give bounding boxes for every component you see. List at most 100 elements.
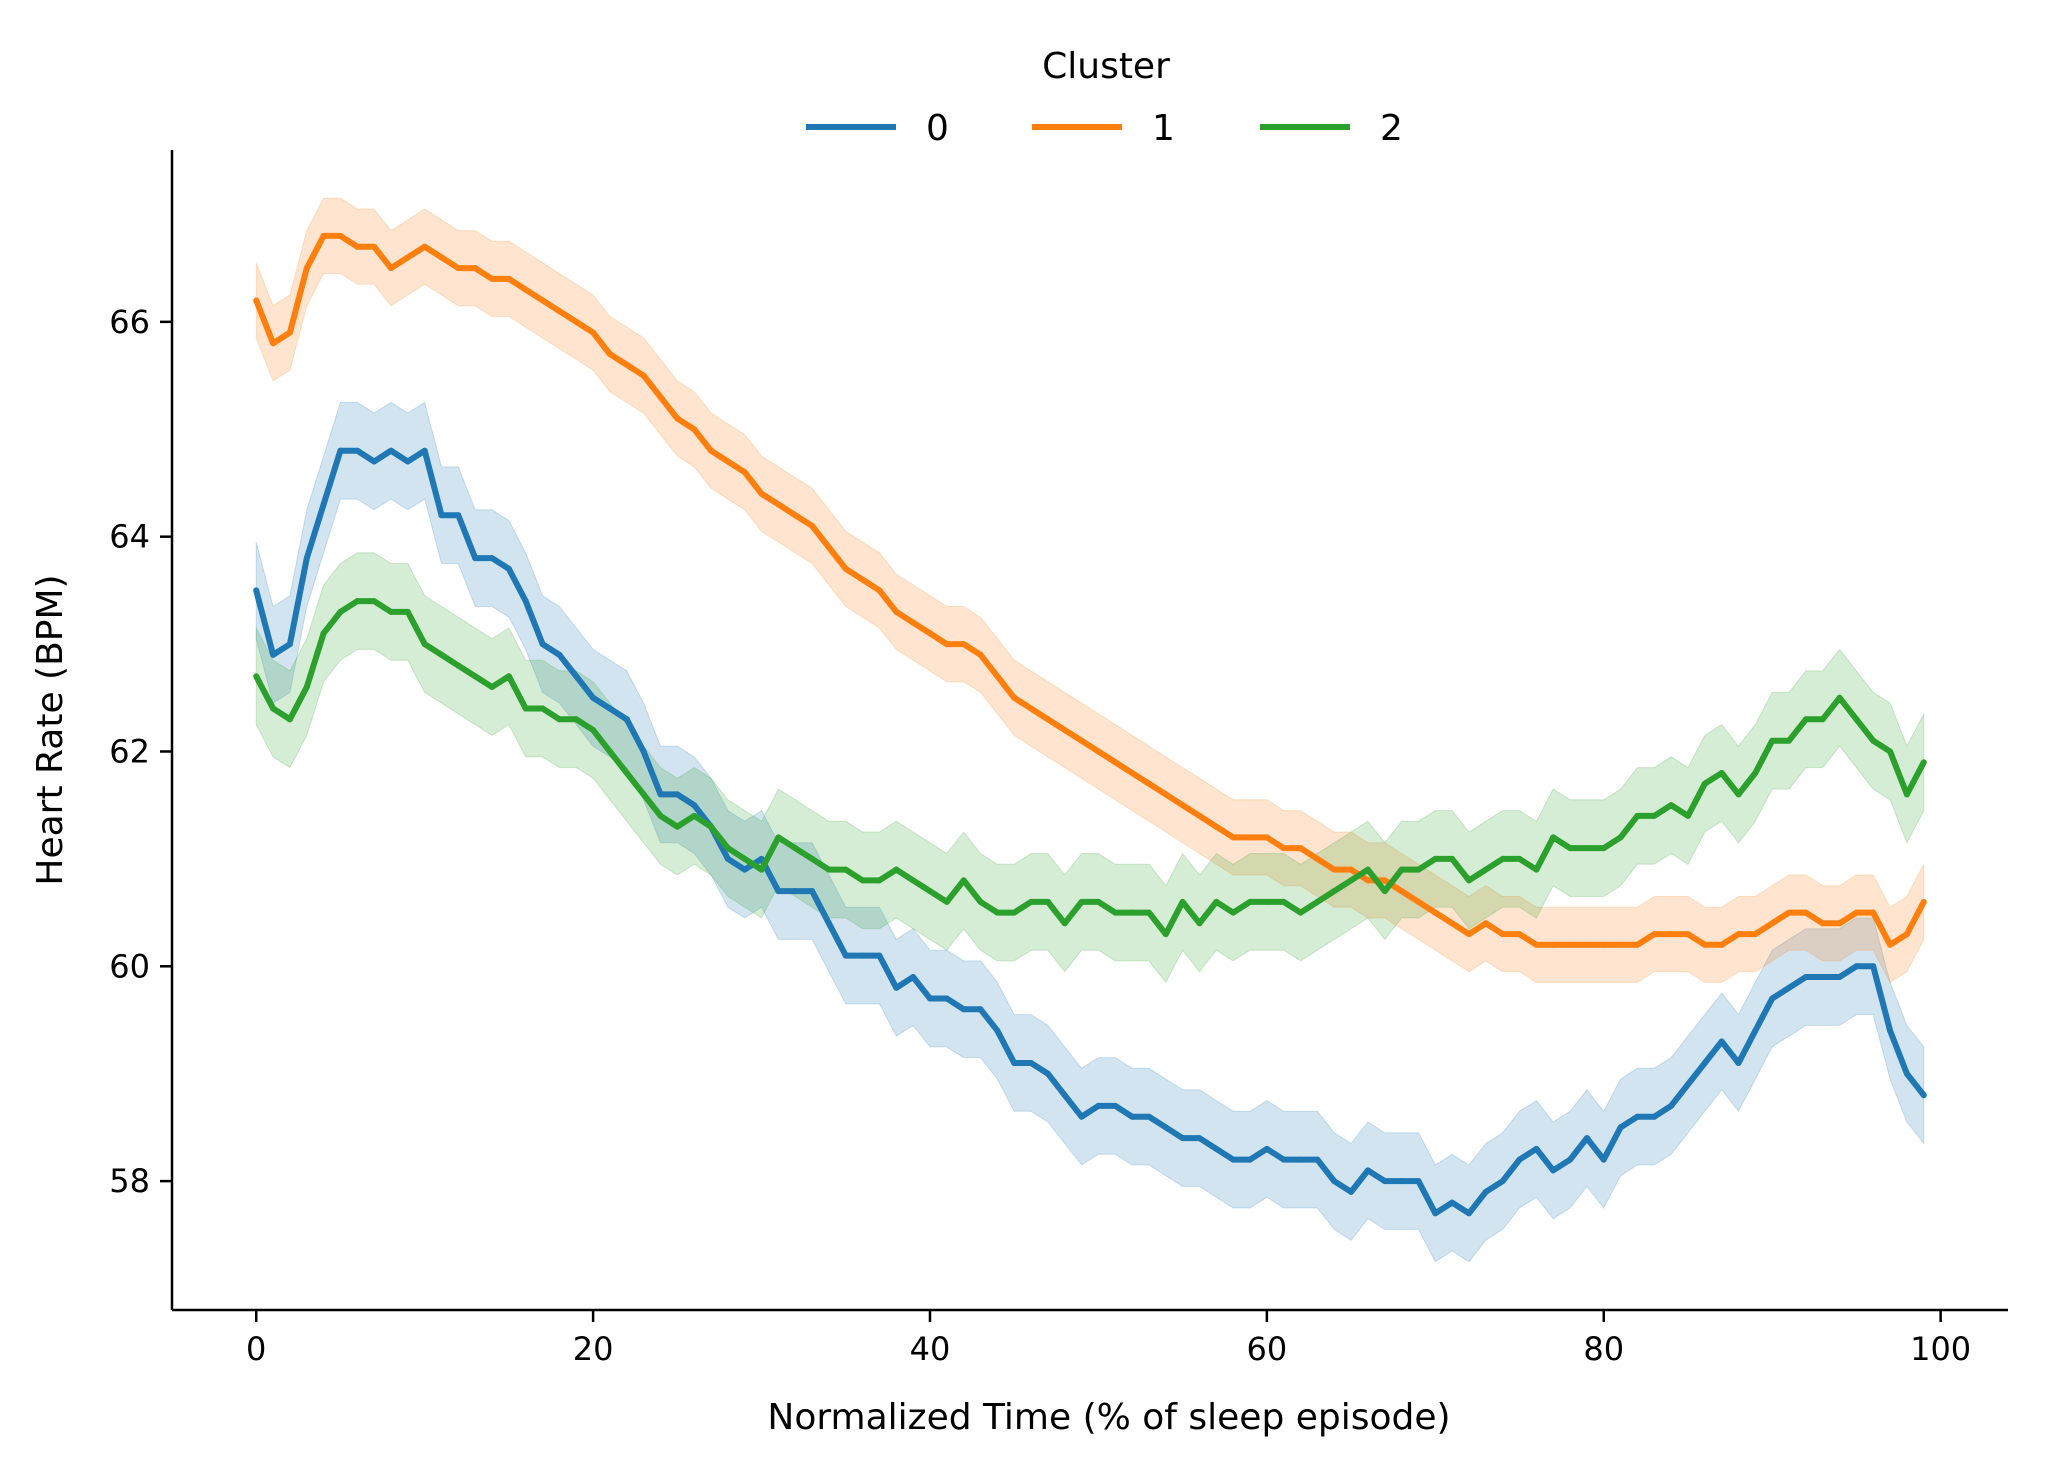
series-points-2 xyxy=(253,598,1927,938)
data-point xyxy=(573,716,580,723)
data-point xyxy=(758,866,765,873)
data-point xyxy=(758,490,765,497)
x-tick-label: 100 xyxy=(1910,1330,1971,1368)
data-point xyxy=(1634,941,1641,948)
data-point xyxy=(303,555,310,562)
data-point xyxy=(270,340,277,347)
data-point xyxy=(1533,866,1540,873)
data-point xyxy=(270,651,277,658)
data-point xyxy=(539,641,546,648)
data-point xyxy=(522,286,529,293)
data-point xyxy=(792,888,799,895)
data-point xyxy=(606,351,613,358)
data-point xyxy=(1634,812,1641,819)
data-point xyxy=(1516,1156,1523,1163)
data-point xyxy=(1466,1210,1472,1217)
data-point xyxy=(1769,995,1776,1002)
data-point xyxy=(977,898,984,905)
data-point xyxy=(1583,1135,1590,1142)
data-point xyxy=(657,812,664,819)
data-point xyxy=(825,866,832,873)
data-point xyxy=(1516,855,1523,862)
data-point xyxy=(1482,920,1489,927)
data-point xyxy=(1314,855,1321,862)
data-point xyxy=(421,447,428,454)
data-point xyxy=(809,888,816,895)
data-point xyxy=(1112,909,1119,916)
data-point xyxy=(842,866,849,873)
data-point xyxy=(1061,1092,1068,1099)
data-point xyxy=(910,877,917,884)
data-point xyxy=(1247,834,1253,841)
data-point xyxy=(691,802,698,809)
data-point xyxy=(708,823,714,830)
data-point xyxy=(674,791,681,798)
data-point xyxy=(1398,888,1405,895)
data-point xyxy=(640,791,647,798)
data-point xyxy=(1146,780,1152,787)
data-point xyxy=(404,458,411,465)
data-point xyxy=(1533,1145,1540,1152)
legend-title: Cluster xyxy=(1042,46,1170,87)
data-point xyxy=(1146,1113,1152,1120)
data-point xyxy=(1870,963,1877,970)
x-tick-label: 0 xyxy=(246,1330,266,1368)
data-point xyxy=(1533,941,1540,948)
data-point xyxy=(1685,931,1691,938)
data-point xyxy=(1819,716,1826,723)
data-point xyxy=(522,598,529,605)
series-line-1 xyxy=(253,232,1927,948)
data-point xyxy=(1162,791,1169,798)
data-point xyxy=(1718,1038,1725,1045)
data-point xyxy=(1466,877,1472,884)
data-point xyxy=(1853,716,1860,723)
data-point xyxy=(1381,877,1388,884)
data-point xyxy=(724,458,731,465)
data-point xyxy=(741,855,748,862)
data-point xyxy=(1146,909,1152,916)
data-point xyxy=(1685,1081,1691,1088)
data-point xyxy=(1786,909,1792,916)
data-point xyxy=(1280,845,1287,852)
data-point xyxy=(1550,1167,1557,1174)
data-point xyxy=(1887,941,1894,948)
data-point xyxy=(505,275,512,282)
data-point xyxy=(809,522,816,529)
data-point xyxy=(1247,1156,1253,1163)
data-point xyxy=(775,501,782,508)
data-point xyxy=(1449,1199,1456,1206)
data-point xyxy=(1297,845,1304,852)
data-point xyxy=(1196,1135,1203,1142)
data-point xyxy=(1415,866,1422,873)
data-point xyxy=(1499,855,1506,862)
data-point xyxy=(253,673,260,680)
x-tick-label: 40 xyxy=(910,1330,951,1368)
data-point xyxy=(404,254,411,261)
data-point xyxy=(1078,737,1085,744)
data-point xyxy=(590,727,597,733)
data-point xyxy=(1600,941,1607,948)
data-point xyxy=(859,877,866,884)
data-point xyxy=(573,318,580,325)
data-point xyxy=(489,684,495,690)
data-point xyxy=(1752,931,1759,938)
data-point xyxy=(1398,1178,1405,1185)
data-point xyxy=(1348,866,1355,873)
data-point xyxy=(943,995,950,1002)
data-point xyxy=(1516,931,1523,938)
data-point xyxy=(1651,931,1658,938)
data-point xyxy=(1920,1092,1927,1099)
data-point xyxy=(1230,834,1237,841)
data-point xyxy=(1718,770,1725,776)
data-point xyxy=(1028,1060,1034,1066)
x-tick-label: 60 xyxy=(1247,1330,1288,1368)
tick-marks: 0 20 40 60 80 100 58 60 62 64 66 xyxy=(109,303,1971,1368)
data-point xyxy=(404,608,411,615)
data-point xyxy=(337,608,344,615)
data-point xyxy=(1583,941,1590,948)
data-point xyxy=(1449,920,1456,927)
data-point xyxy=(1786,737,1792,744)
data-point xyxy=(1415,898,1422,905)
data-point xyxy=(623,770,630,776)
data-point xyxy=(1920,898,1927,905)
